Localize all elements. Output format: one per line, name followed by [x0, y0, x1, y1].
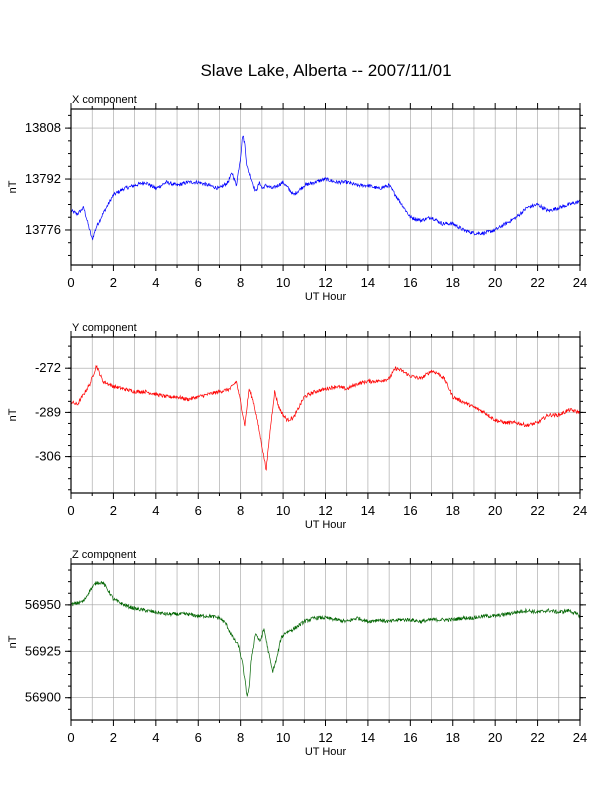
x-tick-label: 0: [67, 730, 74, 745]
data-trace: [70, 135, 581, 241]
x-tick-label: 20: [488, 730, 502, 745]
data-trace: [70, 364, 581, 471]
x-tick-label: 10: [276, 275, 290, 290]
x-tick-label: 4: [152, 730, 159, 745]
x-tick-label: 0: [67, 275, 74, 290]
x-tick-label: 16: [403, 275, 417, 290]
y-tick-label: -306: [35, 449, 61, 464]
y-tick-label: 56900: [25, 690, 61, 705]
x-tick-label: 8: [237, 730, 244, 745]
y-tick-label: 13808: [25, 120, 61, 135]
x-tick-label: 6: [195, 275, 202, 290]
figure-title: Slave Lake, Alberta -- 2007/11/01: [200, 61, 451, 80]
x-tick-label: 16: [403, 503, 417, 518]
plot-frame: [70, 563, 581, 721]
x-tick-label: 10: [276, 730, 290, 745]
y-tick-label: 56950: [25, 597, 61, 612]
x-tick-label: 4: [152, 503, 159, 518]
x-tick-label: 22: [530, 730, 544, 745]
y-tick-label: -272: [35, 360, 61, 375]
y-tick-label: -289: [35, 404, 61, 419]
x-tick-label: 22: [530, 275, 544, 290]
x-tick-label: 24: [573, 503, 587, 518]
y-axis-label: nT: [7, 635, 19, 648]
x-tick-label: 6: [195, 503, 202, 518]
panel-title: Y component: [72, 322, 137, 334]
x-tick-label: 4: [152, 275, 159, 290]
x-tick-label: 14: [361, 275, 375, 290]
x-tick-label: 20: [488, 275, 502, 290]
x-tick-label: 8: [237, 275, 244, 290]
data-trace: [70, 580, 581, 697]
y-axis-label: nT: [7, 180, 19, 193]
x-tick-label: 2: [110, 730, 117, 745]
x-tick-label: 6: [195, 730, 202, 745]
x-tick-label: 12: [318, 503, 332, 518]
x-tick-label: 14: [361, 503, 375, 518]
y-tick-label: 13776: [25, 222, 61, 237]
x-axis-label: UT Hour: [305, 291, 347, 303]
x-tick-label: 18: [446, 730, 460, 745]
x-axis-label: UT Hour: [305, 519, 347, 531]
x-tick-label: 24: [573, 275, 587, 290]
x-axis-label: UT Hour: [305, 746, 347, 758]
x-tick-label: 18: [446, 275, 460, 290]
plot-frame: [70, 108, 581, 266]
y-tick-label: 56925: [25, 643, 61, 658]
x-tick-label: 22: [530, 503, 544, 518]
plot-frame: [70, 336, 581, 494]
x-tick-label: 12: [318, 730, 332, 745]
y-tick-label: 13792: [25, 171, 61, 186]
x-tick-label: 10: [276, 503, 290, 518]
x-tick-label: 16: [403, 730, 417, 745]
x-tick-label: 24: [573, 730, 587, 745]
x-tick-label: 2: [110, 275, 117, 290]
x-tick-label: 8: [237, 503, 244, 518]
y-axis-label: nT: [7, 408, 19, 421]
panel-title: Z component: [72, 549, 136, 561]
x-tick-label: 14: [361, 730, 375, 745]
x-tick-label: 18: [446, 503, 460, 518]
panel-title: X component: [72, 94, 137, 106]
x-tick-label: 20: [488, 503, 502, 518]
x-tick-label: 0: [67, 503, 74, 518]
x-tick-label: 2: [110, 503, 117, 518]
x-tick-label: 12: [318, 275, 332, 290]
